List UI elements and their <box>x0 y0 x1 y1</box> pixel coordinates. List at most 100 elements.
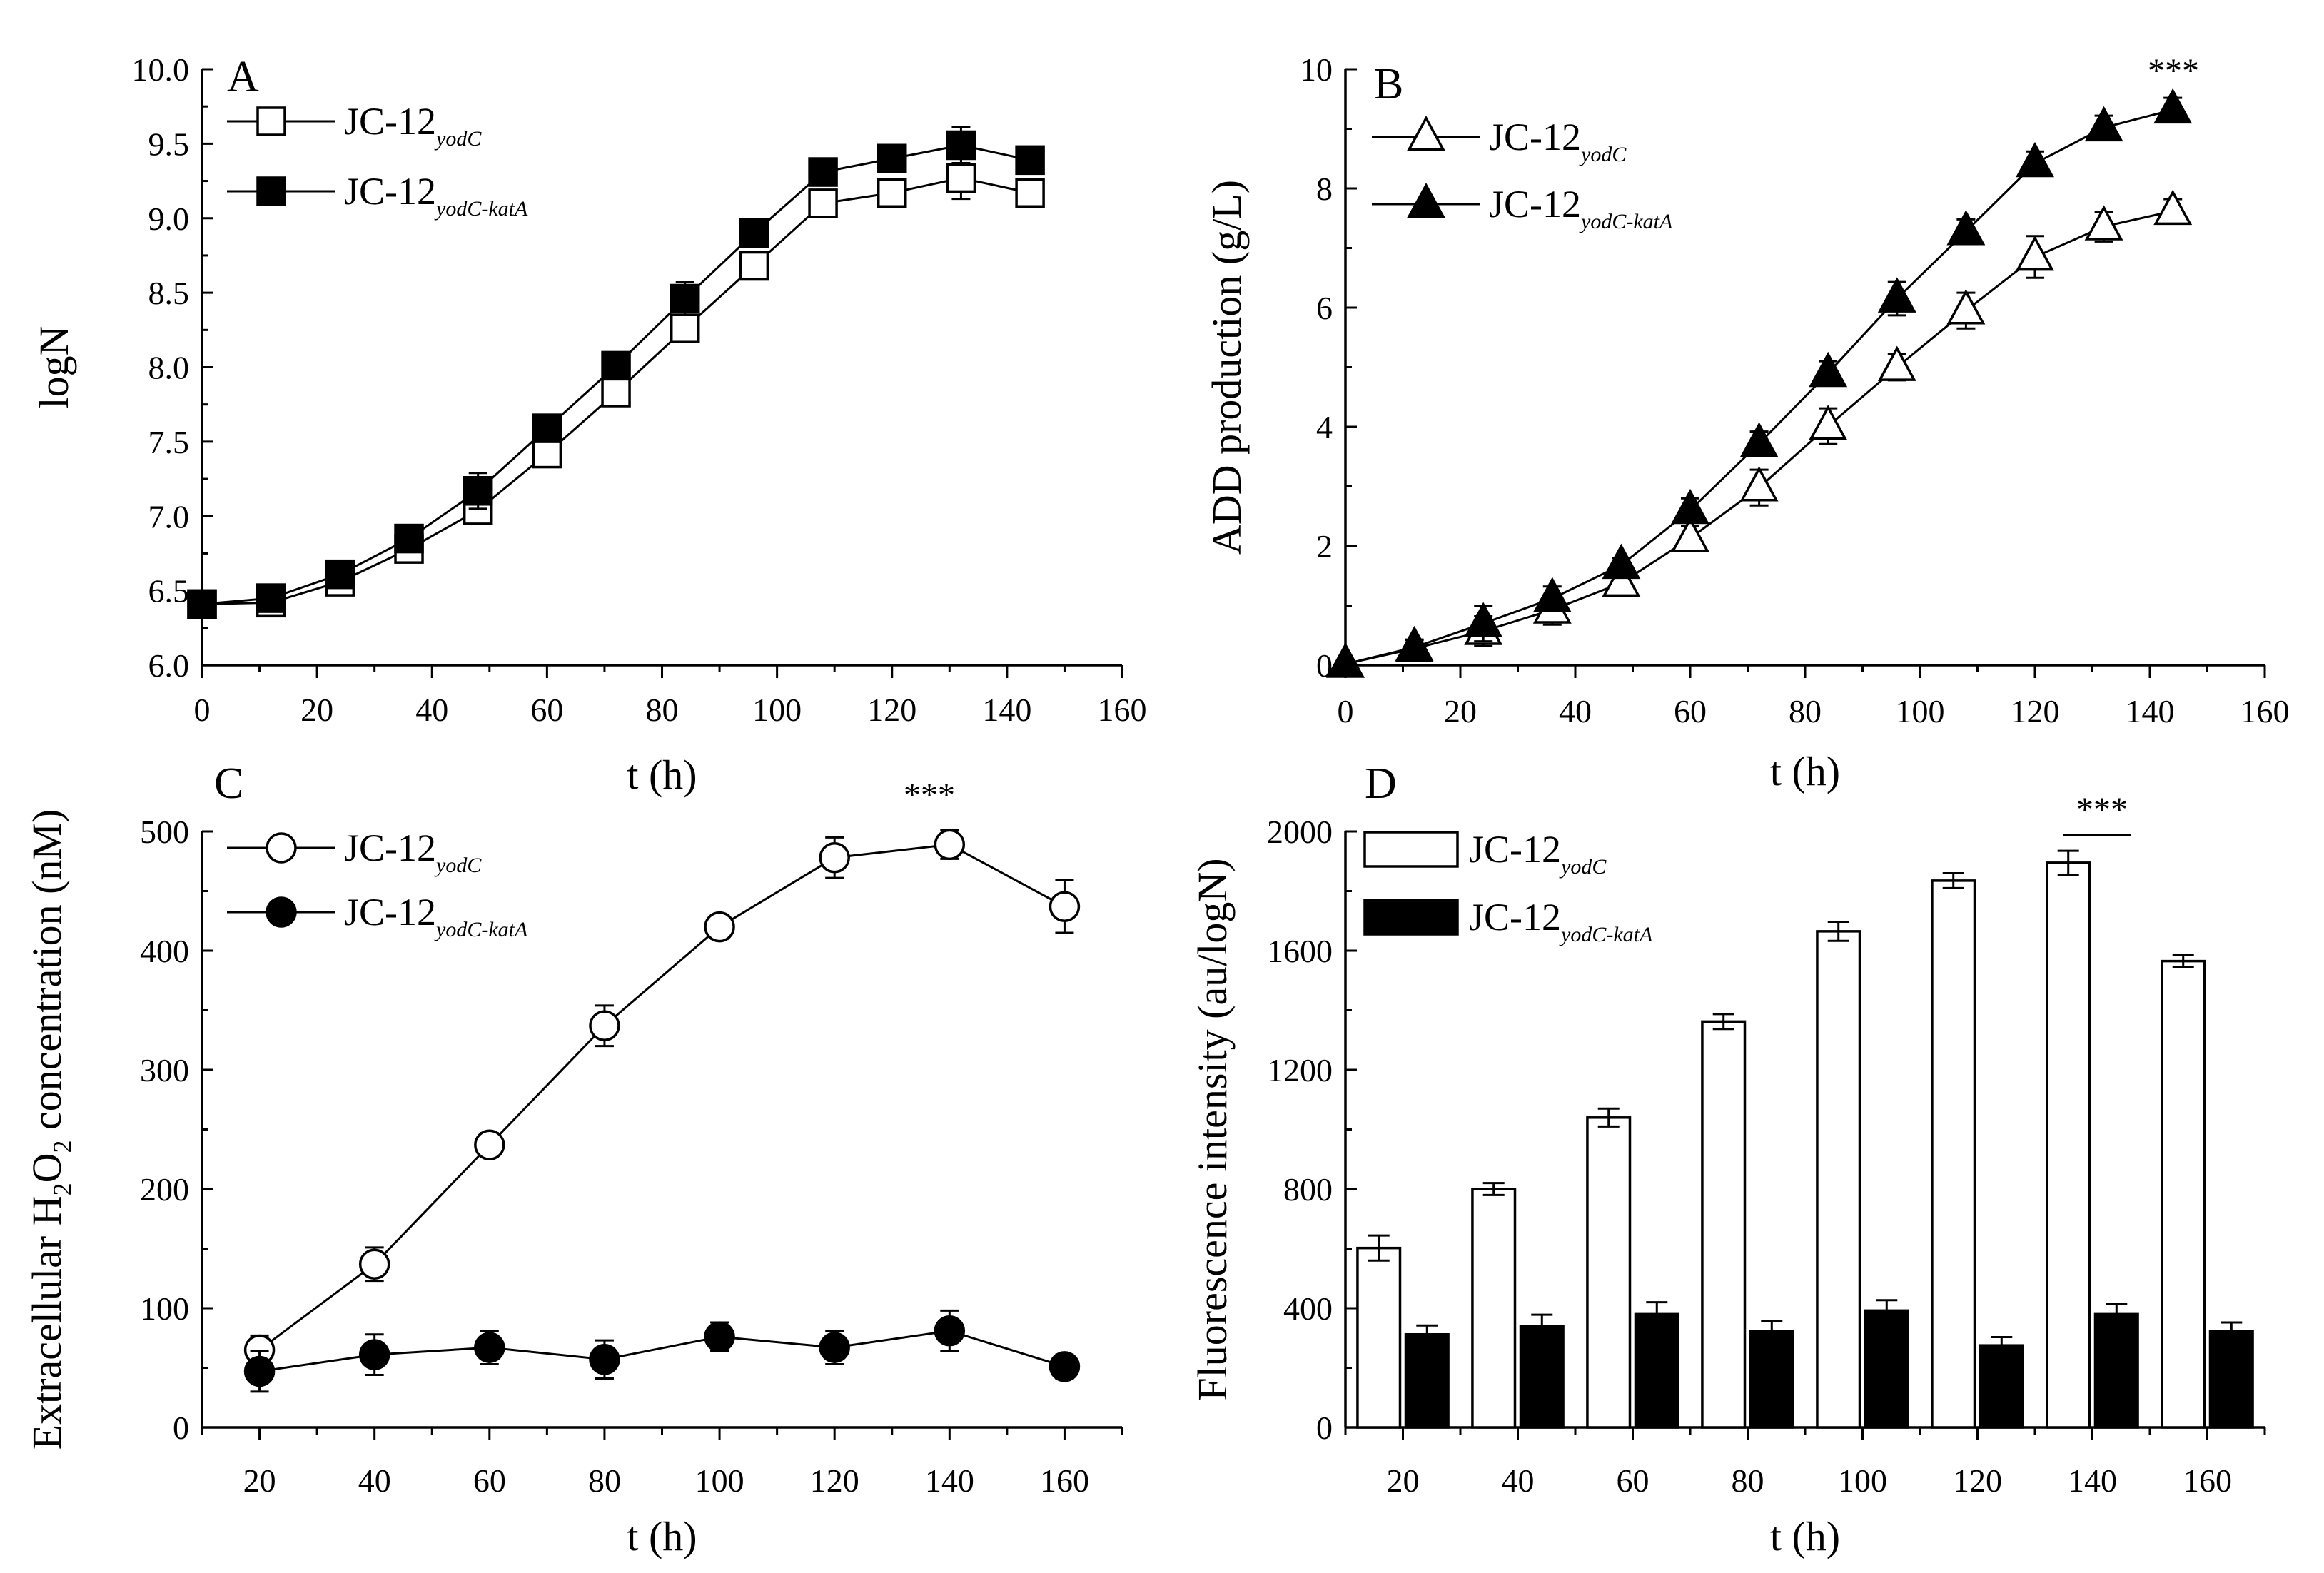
data-point <box>2153 88 2193 124</box>
bar <box>1701 1020 1747 1429</box>
x-tick-label: 0 <box>1338 693 1354 729</box>
data-point <box>187 589 217 619</box>
significance-annotation: *** <box>2076 791 2128 829</box>
y-axis-title: logN <box>31 326 77 409</box>
y-tick-label: 1200 <box>1267 1052 1333 1088</box>
x-tick-label: 140 <box>2068 1462 2117 1499</box>
y-tick-label: 8 <box>1316 171 1333 207</box>
bar <box>2161 959 2206 1429</box>
x-tick-label: 160 <box>2240 693 2290 729</box>
data-point <box>1015 178 1045 208</box>
x-tick-label: 80 <box>1732 1462 1764 1499</box>
data-point <box>704 911 735 943</box>
data-point <box>877 143 907 173</box>
series-2 <box>187 126 1045 619</box>
y-tick-label: 200 <box>140 1171 189 1208</box>
panel-d: 0 400 800 1200 1600 2000 20 40 60 80 100 120 140 160 t… <box>1189 759 2266 1559</box>
data-point <box>2153 189 2193 226</box>
legend-marker <box>266 896 297 928</box>
data-point <box>819 841 850 874</box>
data-point <box>1464 602 1503 637</box>
data-point <box>601 350 631 381</box>
x-tick-label: 160 <box>2183 1462 2232 1499</box>
x-tick-label: 60 <box>473 1462 506 1499</box>
significance-annotation: *** <box>904 777 955 814</box>
x-tick-label: 60 <box>1617 1462 1649 1499</box>
data-point <box>1671 488 1709 525</box>
data-point <box>1877 345 1916 381</box>
data-point <box>808 157 838 187</box>
panel-letter: D <box>1365 759 1397 808</box>
y-tick-label: 400 <box>1283 1290 1333 1327</box>
panel-letter: B <box>1374 60 1403 108</box>
x-tick-label: 20 <box>1444 693 1477 729</box>
y-axis-title: Extracellular H2O2 concentration (nM) <box>24 809 76 1450</box>
legend-swatch <box>1363 899 1459 936</box>
x-tick-label: 80 <box>646 692 679 728</box>
x-tick-label: 140 <box>925 1462 974 1499</box>
legend-label: JC-12yodC-katA <box>344 170 528 221</box>
data-point <box>670 283 700 314</box>
x-tick-label: 100 <box>695 1462 744 1499</box>
y-tick-label: 800 <box>1283 1171 1333 1208</box>
data-point <box>946 163 976 193</box>
y-tick-label: 100 <box>140 1290 189 1327</box>
data-point <box>358 1339 390 1370</box>
y-tick-label: 6.5 <box>148 573 190 610</box>
data-point <box>325 559 355 590</box>
series-2 <box>243 1309 1081 1393</box>
bar <box>1404 1332 1450 1429</box>
y-tick-label: 2 <box>1316 528 1333 565</box>
legend-label: JC-12yodC-katA <box>344 891 528 941</box>
legend-label: JC-12yodC <box>344 100 482 151</box>
bar <box>1519 1325 1565 1429</box>
data-point <box>2016 235 2054 271</box>
y-tick-label: 0 <box>1316 647 1333 684</box>
data-point <box>474 1129 505 1160</box>
data-point <box>256 583 286 613</box>
x-tick-label: 120 <box>867 692 916 728</box>
bar <box>1471 1188 1517 1429</box>
x-axis-title: t (h) <box>627 1513 697 1559</box>
x-axis-title: t (h) <box>627 752 697 798</box>
data-point <box>877 178 907 208</box>
data-point <box>394 523 424 554</box>
y-tick-label: 6.0 <box>148 647 190 684</box>
legend-swatch <box>1363 831 1459 868</box>
data-point <box>601 378 631 408</box>
legend-marker <box>256 106 286 136</box>
y-tick-label: 0 <box>1316 1410 1333 1446</box>
y-tick-label: 4 <box>1316 409 1333 445</box>
data-point <box>532 438 562 469</box>
series-2 <box>1326 88 2193 678</box>
data-point <box>1602 561 1641 597</box>
y-tick-label: 500 <box>140 814 189 850</box>
series-line <box>259 1330 1065 1372</box>
data-point <box>358 1248 390 1280</box>
data-point <box>1946 289 1986 325</box>
legend-marker <box>1407 115 1445 151</box>
data-point <box>532 413 562 443</box>
y-axis-title: ADD production (g/L) <box>1203 180 1250 555</box>
data-point <box>739 218 769 248</box>
y-tick-label: 8.5 <box>148 275 190 311</box>
x-tick-label: 100 <box>752 692 802 728</box>
legend-marker <box>256 176 286 206</box>
y-axis-title: Fluorescence intensity (au/logN) <box>1189 858 1236 1400</box>
data-point <box>1809 405 1848 440</box>
y-tick-label: 10 <box>1300 51 1333 88</box>
x-tick-label: 40 <box>358 1462 391 1499</box>
legend-label: JC-12yodC <box>1489 116 1627 166</box>
data-point <box>1946 210 1986 246</box>
data-point <box>1671 517 1709 552</box>
x-tick-label: 60 <box>530 692 563 728</box>
data-point <box>1809 351 1848 388</box>
y-tick-label: 0 <box>173 1410 189 1446</box>
y-tick-label: 8.0 <box>148 350 190 386</box>
data-point <box>243 1355 276 1387</box>
x-tick-label: 120 <box>2011 693 2060 729</box>
x-tick-label: 140 <box>982 692 1031 728</box>
bar <box>2208 1330 2254 1429</box>
x-tick-label: 120 <box>810 1462 859 1499</box>
